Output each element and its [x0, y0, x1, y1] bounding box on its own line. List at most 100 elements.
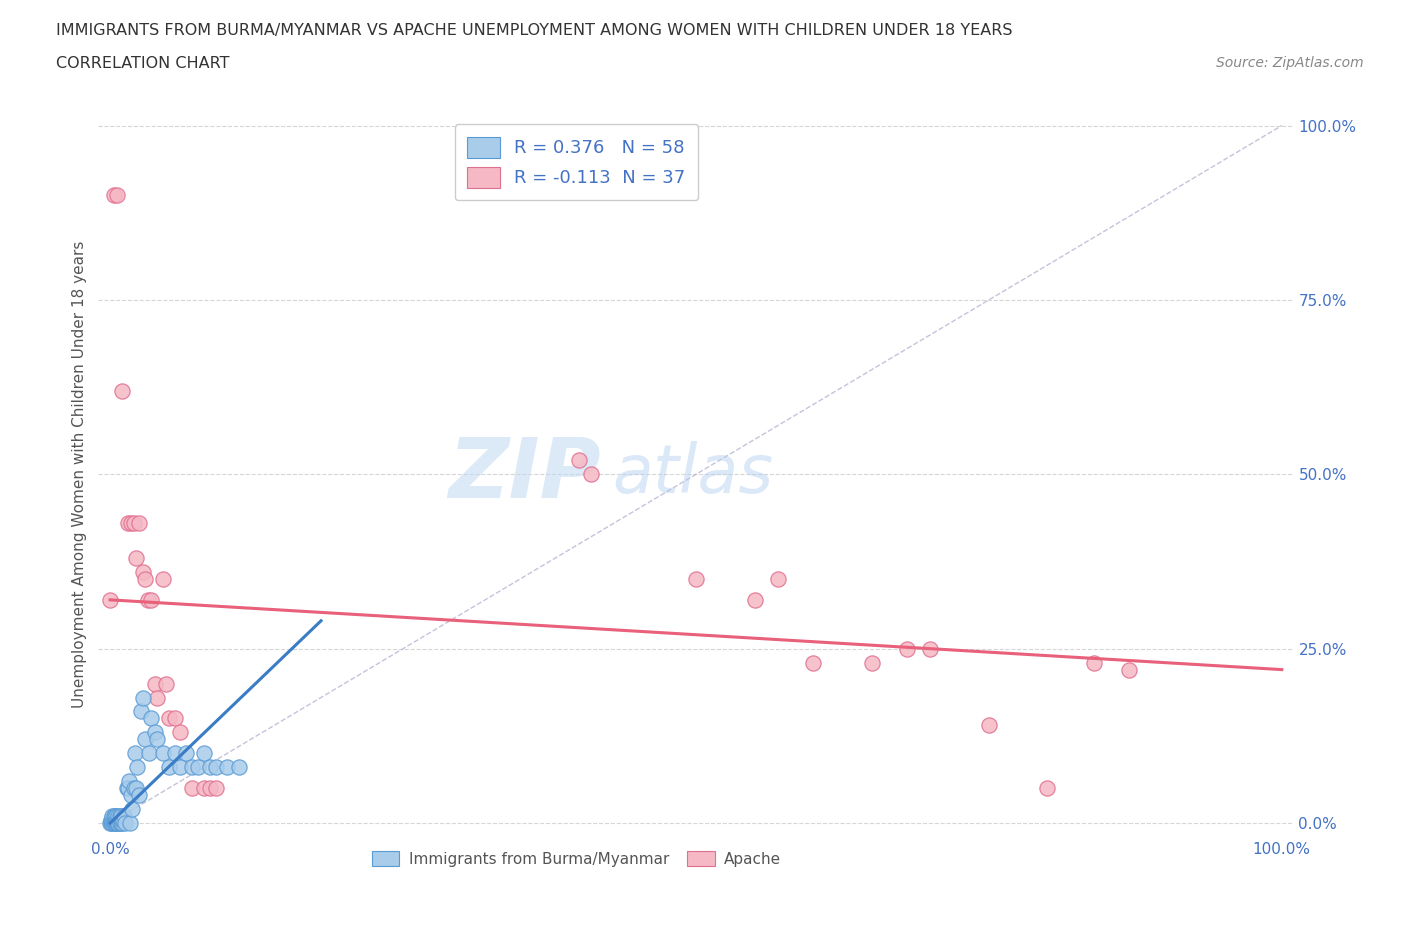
Point	[193, 746, 215, 761]
Point	[105, 816, 128, 830]
Point	[98, 592, 121, 607]
Point	[163, 711, 186, 726]
Point	[105, 812, 128, 827]
Text: Source: ZipAtlas.com: Source: ZipAtlas.com	[1216, 56, 1364, 70]
Point	[108, 809, 131, 824]
Point	[98, 816, 121, 830]
Point	[125, 551, 148, 565]
Point	[1036, 781, 1059, 796]
Point	[766, 572, 789, 587]
Point	[110, 816, 132, 830]
Y-axis label: Unemployment Among Women with Children Under 18 years: Unemployment Among Women with Children U…	[72, 241, 87, 708]
Point	[100, 816, 122, 830]
Text: ZIP: ZIP	[447, 433, 600, 515]
Point	[103, 816, 125, 830]
Point	[157, 711, 180, 726]
Point	[121, 802, 143, 817]
Point	[1083, 656, 1105, 671]
Point	[568, 453, 591, 468]
Point	[136, 592, 159, 607]
Point	[181, 781, 204, 796]
Point	[112, 809, 135, 824]
Point	[685, 572, 707, 587]
Point	[204, 760, 226, 775]
Point	[120, 788, 142, 803]
Point	[105, 812, 128, 827]
Point	[896, 642, 918, 657]
Point	[112, 812, 135, 827]
Point	[120, 516, 142, 531]
Point	[100, 812, 122, 827]
Point	[138, 746, 160, 761]
Text: IMMIGRANTS FROM BURMA/MYANMAR VS APACHE UNEMPLOYMENT AMONG WOMEN WITH CHILDREN U: IMMIGRANTS FROM BURMA/MYANMAR VS APACHE …	[56, 23, 1012, 38]
Point	[122, 516, 145, 531]
Point	[105, 816, 128, 830]
Point	[920, 642, 942, 657]
Point	[169, 725, 191, 740]
Point	[744, 592, 766, 607]
Point	[143, 676, 166, 691]
Point	[104, 809, 127, 824]
Point	[155, 676, 177, 691]
Point	[152, 572, 174, 587]
Point	[118, 774, 141, 789]
Point	[157, 760, 180, 775]
Point	[152, 746, 174, 761]
Point	[198, 760, 221, 775]
Point	[174, 746, 197, 761]
Point	[141, 711, 163, 726]
Point	[103, 812, 125, 827]
Point	[125, 781, 148, 796]
Point	[181, 760, 204, 775]
Point	[1118, 662, 1140, 677]
Point	[105, 188, 128, 203]
Point	[579, 467, 602, 482]
Point	[105, 809, 128, 824]
Point	[132, 565, 155, 579]
Legend: Immigrants from Burma/Myanmar, Apache: Immigrants from Burma/Myanmar, Apache	[366, 844, 787, 873]
Point	[104, 816, 127, 830]
Point	[111, 816, 134, 830]
Point	[163, 746, 186, 761]
Point	[110, 809, 132, 824]
Point	[217, 760, 239, 775]
Point	[122, 781, 145, 796]
Point	[124, 746, 146, 761]
Point	[111, 383, 134, 398]
Point	[128, 788, 150, 803]
Point	[120, 816, 141, 830]
Point	[146, 732, 169, 747]
Point	[146, 690, 169, 705]
Point	[134, 732, 156, 747]
Point	[860, 656, 883, 671]
Point	[103, 188, 125, 203]
Point	[117, 781, 139, 796]
Point	[111, 812, 134, 827]
Point	[204, 781, 226, 796]
Point	[143, 725, 166, 740]
Point	[129, 704, 152, 719]
Point	[132, 690, 155, 705]
Point	[193, 781, 215, 796]
Point	[107, 809, 129, 824]
Point	[977, 718, 1000, 733]
Point	[169, 760, 191, 775]
Text: CORRELATION CHART: CORRELATION CHART	[56, 56, 229, 71]
Point	[101, 809, 124, 824]
Point	[128, 516, 150, 531]
Point	[101, 816, 124, 830]
Point	[134, 572, 156, 587]
Point	[103, 809, 125, 824]
Text: atlas: atlas	[613, 442, 773, 507]
Point	[228, 760, 250, 775]
Point	[107, 816, 129, 830]
Point	[198, 781, 221, 796]
Point	[114, 816, 136, 830]
Point	[141, 592, 163, 607]
Point	[127, 760, 149, 775]
Point	[117, 516, 139, 531]
Point	[801, 656, 824, 671]
Point	[101, 812, 124, 827]
Point	[108, 816, 131, 830]
Point	[187, 760, 209, 775]
